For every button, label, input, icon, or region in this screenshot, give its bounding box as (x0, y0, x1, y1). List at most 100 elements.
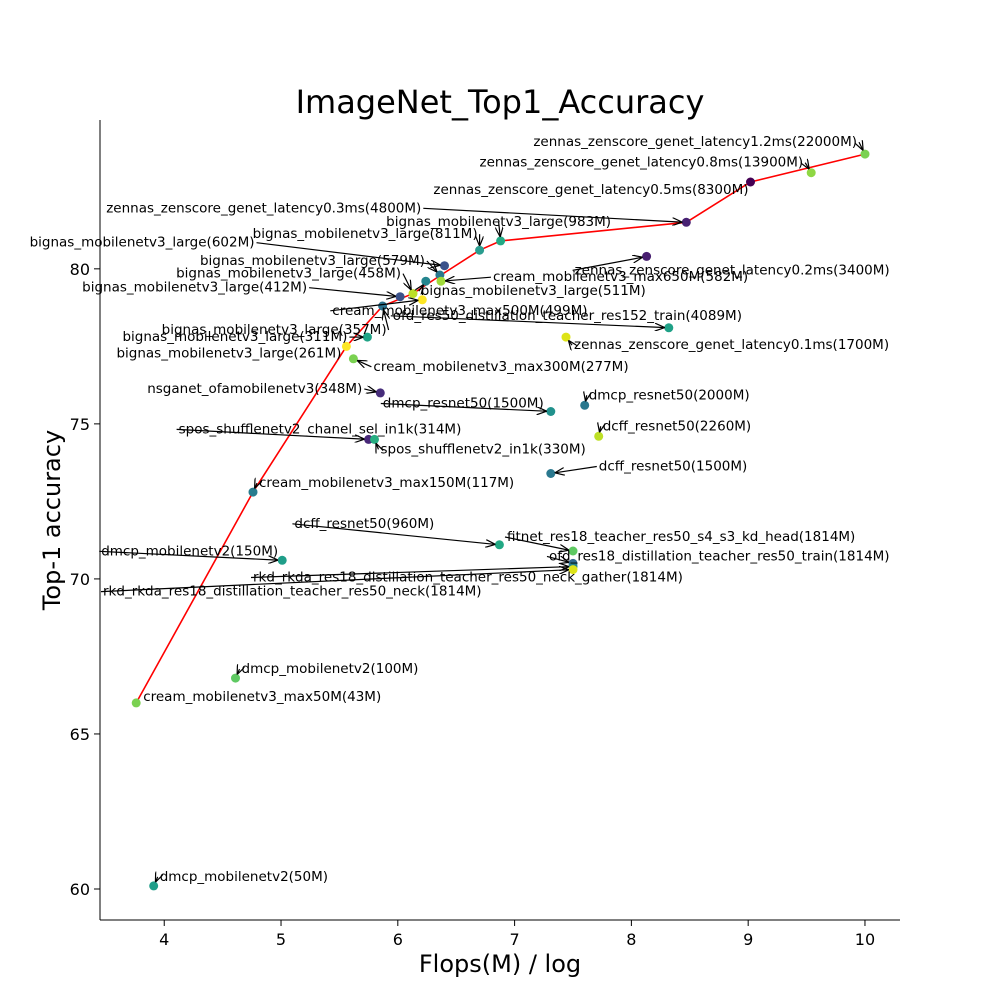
point-label: rkd_rkda_res18_distillation_teacher_res5… (253, 570, 683, 586)
point-label: zennas_zenscore_genet_latency0.1ms(1700M… (574, 337, 889, 353)
point-label: dcff_resnet50(1500M) (599, 459, 748, 475)
annotation-arrow (504, 536, 568, 550)
point-label: ofd_res18_distillation_teacher_res50_tra… (549, 548, 890, 564)
y-tick-label: 80 (70, 260, 90, 279)
x-tick-label: 6 (393, 930, 403, 949)
point-label: bignas_mobilenetv3_large(983M) (386, 214, 611, 230)
data-point (149, 881, 159, 891)
data-point (681, 217, 691, 227)
data-point (362, 332, 372, 342)
point-label: cream_mobilenetv3_max500M(499M) (332, 303, 587, 319)
y-axis-label: Top-1 accuracy (38, 430, 66, 611)
data-point (746, 177, 755, 187)
data-point (496, 236, 506, 246)
point-label: rkd_rkda_res18_distillation_teacher_res5… (103, 584, 482, 600)
point-label: zennas_zenscore_genet_latency1.2ms(22000… (533, 134, 857, 150)
annotation-arrow (426, 260, 437, 271)
annotation-arrow (156, 877, 158, 881)
data-point (494, 540, 504, 550)
annotation-arrow (384, 311, 389, 331)
point-label: cream_mobilenetv3_max150M(117M) (259, 475, 514, 491)
data-point (546, 407, 556, 416)
data-point (860, 149, 870, 159)
data-point (436, 276, 446, 286)
annotation-arrow (556, 465, 597, 473)
data-point (580, 400, 590, 410)
point-label: cream_mobilenetv3_max650M(582M) (493, 269, 748, 285)
annotation-arrow (380, 402, 546, 412)
point-label: bignas_mobilenetv3_large(458M) (176, 266, 401, 282)
annotation-arrow (176, 428, 364, 439)
data-point (341, 341, 351, 351)
data-point (395, 292, 405, 302)
point-label: cream_mobilenetv3_max300M(277M) (373, 359, 628, 375)
point-label: bignas_mobilenetv3_large(511M) (421, 283, 646, 299)
point-label: bignas_mobilenetv3_large(579M) (200, 253, 425, 269)
y-tick-label: 70 (70, 570, 90, 589)
data-point (248, 487, 258, 497)
point-label: bignas_mobilenetv3_large(602M) (30, 235, 255, 251)
annotation-arrow (423, 207, 681, 222)
annotation-arrow (100, 570, 568, 593)
data-point (375, 388, 385, 398)
data-point (594, 431, 604, 441)
data-point (475, 245, 485, 255)
annotation-arrow (256, 242, 440, 265)
data-point (806, 168, 816, 178)
data-point (642, 251, 652, 261)
annotation-arrow (390, 315, 664, 328)
point-label: bignas_mobilenetv3_large(412M) (82, 280, 307, 296)
annotation-arrow (569, 341, 572, 345)
annotation-arrow (330, 300, 417, 312)
point-label: nsganet_ofamobilenetv3(348M) (147, 381, 362, 397)
y-tick-label: 75 (70, 415, 90, 434)
annotation-arrow (499, 221, 501, 236)
annotation-arrow (572, 257, 642, 271)
x-tick-label: 7 (510, 930, 520, 949)
annotation-arrow (99, 550, 277, 560)
data-point (546, 469, 556, 478)
annotation-arrow (364, 389, 375, 392)
point-label: spos_shufflenetv2_in1k(330M) (381, 441, 586, 457)
annotation-arrow (586, 395, 587, 400)
x-tick-label: 9 (743, 930, 753, 949)
data-point (277, 555, 287, 565)
point-label: zennas_zenscore_genet_latency0.3ms(4800M… (106, 200, 421, 216)
axes: 4 5 6 7 8 9 10 60 65 70 75 80 (70, 120, 900, 949)
x-tick-label: 4 (159, 930, 169, 949)
annotation-arrow (255, 483, 257, 487)
point-label: dcff_resnet50(960M) (294, 516, 434, 532)
annotation-arrow (250, 567, 568, 579)
point-label: dmcp_mobilenetv2(50M) (160, 869, 328, 885)
point-label: bignas_mobilenetv3_large(261M) (116, 345, 341, 361)
point-label: ofd_res50_distillation_teacher_res152_tr… (393, 308, 742, 324)
annotation-arrow (446, 277, 492, 281)
annotation-arrow (238, 669, 240, 674)
annotation-arrow (419, 285, 423, 291)
annotation-arrow (358, 361, 372, 367)
x-tick-label: 5 (276, 930, 286, 949)
annotation-arrow (805, 163, 809, 169)
chart-title: ImageNet_Top1_Accuracy (296, 83, 705, 121)
point-label: dmcp_mobilenetv2(100M) (242, 661, 419, 677)
data-point (231, 673, 240, 683)
x-tick-label: 10 (855, 930, 875, 949)
data-point (348, 354, 358, 364)
point-label: bignas_mobilenetv3_large(357M) (162, 322, 387, 338)
point-label: zennas_zenscore_genet_latency0.2ms(3400M… (575, 262, 890, 278)
annotation-arrow (600, 426, 601, 431)
point-label: dcff_resnet50(2260M) (603, 418, 752, 434)
annotation-arrow (376, 444, 378, 449)
data-point (440, 261, 449, 271)
data-point (568, 565, 578, 575)
data-point (417, 295, 427, 305)
point-label: bignas_mobilenetv3_large(811M) (253, 226, 478, 242)
x-axis-label: Flops(M) / log (419, 950, 581, 978)
y-tick-label: 60 (70, 880, 90, 899)
annotation-arrow (546, 555, 568, 562)
point-label: cream_mobilenetv3_max50M(43M) (143, 689, 381, 705)
data-point (664, 323, 674, 333)
annotation-arrow (859, 142, 863, 150)
data-point (131, 698, 141, 708)
